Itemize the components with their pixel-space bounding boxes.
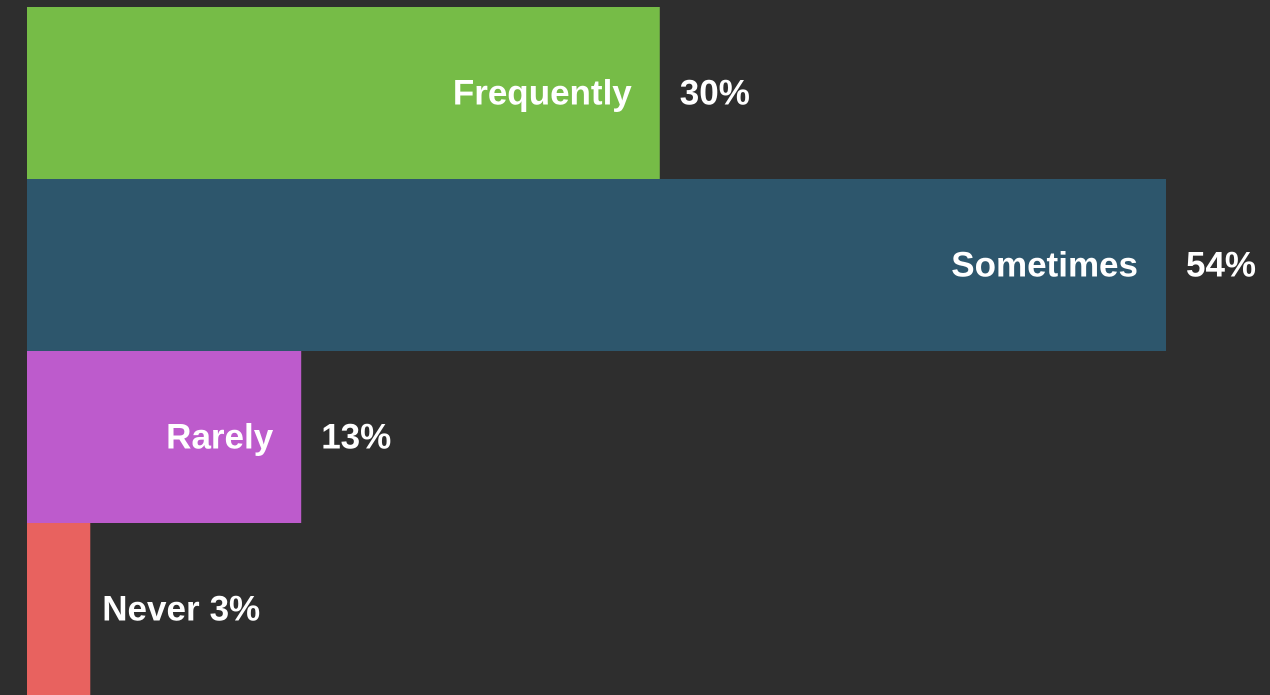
bar-category-label: Rarely xyxy=(166,417,274,456)
bar xyxy=(27,351,302,523)
value-label: 13% xyxy=(321,417,391,456)
value-label: 3% xyxy=(210,589,261,628)
value-label: 30% xyxy=(680,73,750,112)
bar-category-label: Frequently xyxy=(453,73,632,112)
bar xyxy=(27,523,91,695)
bar xyxy=(27,7,660,179)
bar-category-label: Sometimes xyxy=(951,245,1138,284)
value-label: 54% xyxy=(1186,245,1256,284)
bar xyxy=(27,179,1166,351)
bar-category-label: Never xyxy=(102,589,200,628)
